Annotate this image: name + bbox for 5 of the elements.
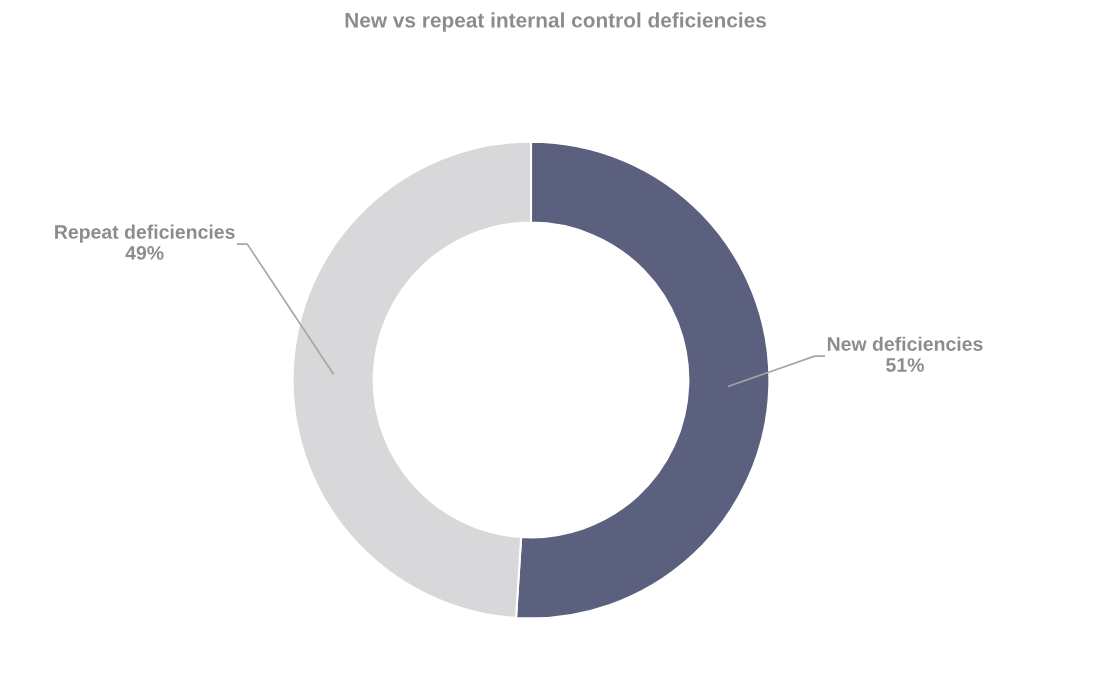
slice-label: Repeat deficiencies bbox=[55, 224, 235, 243]
chart-title: New vs repeat internal control deficiencies bbox=[345, 12, 766, 32]
slice-label: New deficiencies bbox=[827, 336, 983, 351]
data-label: 49% bbox=[125, 246, 164, 260]
data-label: 51% bbox=[886, 358, 924, 372]
